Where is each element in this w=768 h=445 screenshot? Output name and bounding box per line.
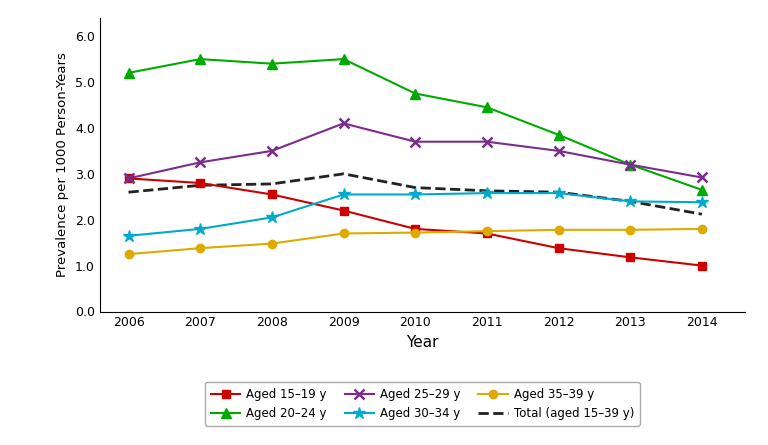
Aged 30–34 y xyxy=(411,192,420,197)
Aged 25–29 y xyxy=(626,162,635,167)
Line: Total (aged 15–39 y): Total (aged 15–39 y) xyxy=(128,174,702,214)
Aged 25–29 y xyxy=(124,176,133,181)
Line: Aged 35–39 y: Aged 35–39 y xyxy=(124,225,706,258)
Aged 15–19 y xyxy=(411,226,420,231)
Aged 20–24 y xyxy=(411,91,420,96)
Total (aged 15–39 y) xyxy=(124,190,133,195)
Aged 35–39 y xyxy=(196,246,205,251)
Line: Aged 25–29 y: Aged 25–29 y xyxy=(124,118,707,183)
Aged 30–34 y xyxy=(196,226,205,231)
Aged 30–34 y xyxy=(124,233,133,239)
X-axis label: Year: Year xyxy=(406,335,439,350)
Aged 20–24 y xyxy=(697,187,707,193)
Aged 25–29 y xyxy=(196,160,205,165)
Aged 20–24 y xyxy=(626,162,635,167)
Aged 35–39 y xyxy=(124,251,133,257)
Line: Aged 20–24 y: Aged 20–24 y xyxy=(124,54,707,195)
Aged 30–34 y xyxy=(697,200,707,205)
Total (aged 15–39 y) xyxy=(626,198,635,204)
Aged 15–19 y xyxy=(267,192,276,197)
Aged 20–24 y xyxy=(267,61,276,66)
Aged 30–34 y xyxy=(267,215,276,220)
Aged 15–19 y xyxy=(697,263,707,268)
Aged 15–19 y xyxy=(482,231,492,236)
Aged 35–39 y xyxy=(697,226,707,231)
Aged 25–29 y xyxy=(482,139,492,144)
Aged 25–29 y xyxy=(697,175,707,180)
Total (aged 15–39 y) xyxy=(482,188,492,194)
Aged 15–19 y xyxy=(196,180,205,186)
Aged 20–24 y xyxy=(196,57,205,62)
Aged 15–19 y xyxy=(124,176,133,181)
Total (aged 15–39 y) xyxy=(697,211,707,217)
Aged 20–24 y xyxy=(124,70,133,76)
Legend: Aged 15–19 y, Aged 20–24 y, Aged 25–29 y, Aged 30–34 y, Aged 35–39 y, Total (age: Aged 15–19 y, Aged 20–24 y, Aged 25–29 y… xyxy=(205,382,640,426)
Total (aged 15–39 y) xyxy=(196,182,205,188)
Aged 35–39 y xyxy=(411,230,420,235)
Aged 25–29 y xyxy=(554,148,563,154)
Aged 30–34 y xyxy=(482,190,492,196)
Aged 35–39 y xyxy=(482,229,492,234)
Aged 20–24 y xyxy=(482,105,492,110)
Line: Aged 30–34 y: Aged 30–34 y xyxy=(122,187,708,242)
Aged 35–39 y xyxy=(267,241,276,246)
Aged 15–19 y xyxy=(626,255,635,260)
Aged 25–29 y xyxy=(267,148,276,154)
Y-axis label: Prevalence per 1000 Person-Years: Prevalence per 1000 Person-Years xyxy=(56,52,69,277)
Aged 20–24 y xyxy=(339,57,348,62)
Total (aged 15–39 y) xyxy=(411,185,420,190)
Aged 15–19 y xyxy=(554,246,563,251)
Aged 20–24 y xyxy=(554,132,563,138)
Total (aged 15–39 y) xyxy=(339,171,348,177)
Aged 35–39 y xyxy=(626,227,635,232)
Aged 30–34 y xyxy=(626,198,635,204)
Aged 25–29 y xyxy=(411,139,420,144)
Aged 30–34 y xyxy=(554,190,563,196)
Aged 35–39 y xyxy=(554,227,563,232)
Aged 30–34 y xyxy=(339,192,348,197)
Total (aged 15–39 y) xyxy=(554,190,563,195)
Line: Aged 15–19 y: Aged 15–19 y xyxy=(124,174,706,270)
Total (aged 15–39 y) xyxy=(267,181,276,186)
Aged 35–39 y xyxy=(339,231,348,236)
Aged 15–19 y xyxy=(339,208,348,213)
Aged 25–29 y xyxy=(339,121,348,126)
